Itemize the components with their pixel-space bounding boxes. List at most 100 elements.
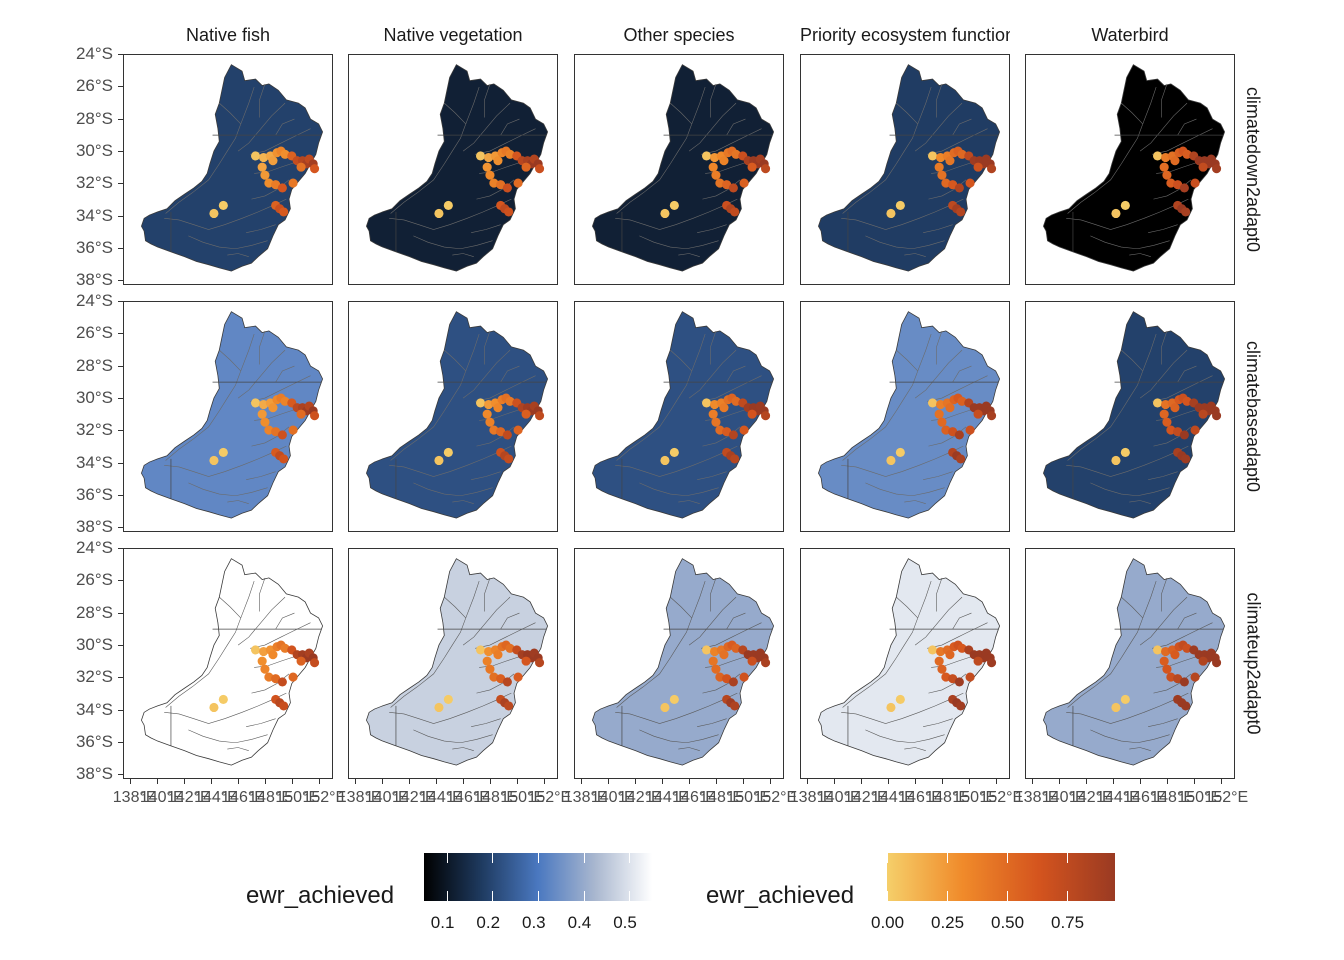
y-tick-mark (118, 430, 123, 432)
catchment-boundary (1148, 718, 1178, 727)
y-tick-label: 38°S (75, 270, 113, 290)
gauge-point (730, 454, 740, 464)
catchment-boundary (471, 224, 501, 233)
gauge-point (1162, 664, 1172, 674)
gauge-point (443, 447, 453, 458)
gauge-point (669, 694, 679, 705)
x-tick-mark (319, 779, 321, 784)
legend-tick (1067, 853, 1068, 863)
gauge-point (1159, 162, 1169, 172)
catchment-boundary (275, 612, 295, 630)
gauge-point (1179, 677, 1189, 687)
gauge-point (1181, 454, 1191, 464)
gauge-point (521, 162, 531, 172)
gauge-point (1111, 455, 1121, 466)
catchment-boundary (1177, 365, 1197, 383)
gauge-point (271, 427, 281, 437)
catchment-boundary (1152, 622, 1213, 649)
catchment-boundary (952, 612, 972, 630)
gauge-point (1152, 398, 1163, 408)
facet-row-label: climateup2adapt0 (1240, 548, 1266, 779)
gauge-point (268, 156, 278, 166)
catchment-boundary (688, 596, 737, 646)
catchment-boundary (896, 596, 918, 619)
gauge-point (493, 403, 503, 413)
y-tick-mark (118, 677, 123, 679)
y-tick-mark (118, 741, 123, 743)
basin-region (818, 311, 1001, 519)
catchment-boundary (616, 580, 706, 708)
catchment-boundary (475, 622, 536, 649)
gauge-point (954, 430, 964, 440)
gauge-point (956, 207, 966, 217)
gauge-point (945, 156, 955, 166)
y-tick-mark (118, 548, 123, 549)
map-svg (592, 558, 775, 766)
catchment-boundary (1139, 596, 1188, 646)
gauge-point (485, 170, 495, 180)
gauge-point (504, 207, 514, 217)
gauge-point (502, 677, 512, 687)
legend-tick (583, 853, 585, 863)
map-svg (1043, 311, 1226, 519)
catchment-boundary (164, 198, 287, 230)
catchment-boundary (952, 118, 972, 136)
map-svg (366, 64, 549, 272)
y-tick-mark (118, 54, 123, 55)
legend-tick (1007, 853, 1008, 863)
y-tick-label: 28°S (75, 355, 113, 375)
gauge-point (1170, 156, 1180, 166)
catchment-boundary (500, 118, 520, 136)
y-tick-mark (118, 183, 123, 185)
gauge-point (209, 208, 219, 219)
x-tick-mark (860, 779, 862, 784)
gauge-point (218, 694, 228, 705)
y-tick-mark (118, 118, 123, 120)
map-svg (818, 558, 1001, 766)
x-tick-mark (915, 779, 917, 784)
gauge-point (886, 702, 896, 713)
gauge-point (927, 398, 938, 408)
catchment-boundary (1067, 580, 1157, 708)
gauge-point (934, 409, 944, 419)
catchment-boundary (1121, 349, 1143, 372)
x-tick-mark (156, 779, 158, 784)
gauge-point (535, 164, 545, 174)
legend-label: 0.5 (613, 913, 637, 932)
legend-tick (538, 853, 539, 863)
gauge-point (948, 674, 958, 684)
catchment-boundary (678, 500, 700, 504)
x-tick-mark (436, 779, 438, 784)
catchment-boundary (500, 612, 520, 630)
gauge-point (502, 183, 512, 193)
map-panel (348, 548, 558, 779)
gauge-point (1212, 164, 1222, 174)
basin-region (366, 558, 549, 766)
catchment-boundary (904, 500, 926, 504)
catchment-boundary (1090, 729, 1170, 744)
gauge-point (257, 656, 267, 666)
gauge-point (277, 677, 287, 687)
x-tick-label: 142°E (166, 789, 211, 806)
gauge-point (669, 200, 679, 211)
y-tick-label: 34°S (75, 699, 113, 719)
catchment-boundary (701, 375, 762, 402)
y-tick-mark (118, 709, 123, 711)
gauge-point (895, 694, 905, 705)
catchment-boundary (188, 729, 268, 744)
catchment-boundary (246, 718, 276, 727)
x-tick-mark (129, 779, 131, 784)
gauge-point (279, 701, 289, 711)
basin-region (818, 558, 1001, 766)
gauge-point (1181, 207, 1191, 217)
map-panel (574, 54, 784, 285)
catchment-boundary (237, 102, 286, 152)
y-tick-mark (118, 462, 123, 464)
gauge-point (728, 183, 738, 193)
gauge-point (1152, 645, 1163, 655)
legend-label: 0.00 (871, 913, 905, 932)
catchment-boundary (841, 198, 964, 230)
x-tick-mark (183, 779, 185, 784)
catchment-boundary (726, 612, 746, 630)
